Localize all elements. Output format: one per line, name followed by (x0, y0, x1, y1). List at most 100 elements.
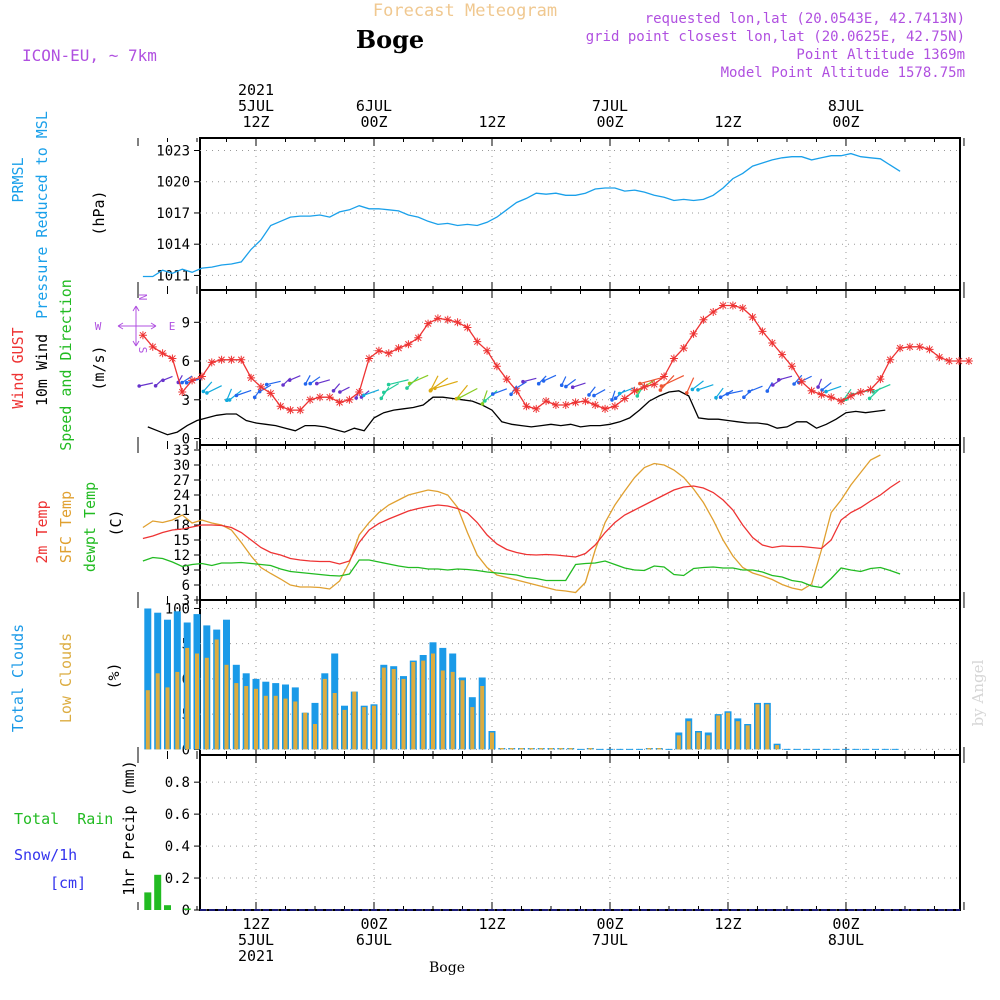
gust-marker (512, 386, 521, 395)
wind-arrow-head (696, 388, 700, 392)
gust-marker (365, 354, 374, 363)
low-cloud-bar (254, 688, 258, 750)
rain-label: Total Rain (14, 810, 113, 828)
wind-arrow (593, 389, 606, 397)
gust-marker (660, 372, 669, 381)
wind-arrow-head (205, 391, 209, 395)
wind-frame (199, 289, 961, 446)
low-cloud-bar (214, 639, 219, 750)
wind-speed-line (147, 390, 886, 436)
wind-arrow-head (725, 392, 730, 396)
wind-arrow (572, 382, 586, 388)
temp-tick-label: 15 (173, 533, 190, 549)
low-cloud-bar (165, 687, 170, 750)
time-label: 12Z (714, 113, 741, 131)
precip-tick-label: 0.6 (165, 807, 190, 823)
wind-arrow-head (361, 393, 366, 398)
gust-marker (601, 404, 610, 413)
clouds-tick-label: 100 (165, 601, 190, 617)
wind-arrow (434, 380, 458, 389)
gust-marker (768, 338, 777, 347)
wind-arrow-head (480, 402, 485, 406)
wind-arrow-head (617, 391, 622, 396)
wind-arrow (481, 390, 488, 405)
wind-arrow (289, 375, 301, 381)
gust-marker (630, 386, 639, 395)
low-cloud-bar (529, 748, 534, 750)
low-cloud-bar (175, 671, 180, 750)
wind-arrow (715, 387, 724, 399)
gust-marker (581, 397, 590, 406)
wind-arrow-head (570, 385, 575, 390)
gust-marker (522, 402, 531, 411)
low-cloud-bar (568, 748, 573, 750)
sfc-temp-line (142, 454, 881, 594)
gust-marker (719, 301, 728, 310)
pressure-tick-label: 1023 (156, 143, 190, 159)
cloud-bars (144, 608, 899, 750)
gust-marker (591, 400, 600, 409)
gust-marker (492, 362, 501, 371)
low-cloud-bar (676, 735, 681, 750)
pressure-frame (199, 137, 961, 291)
low-cloud-bar (696, 732, 701, 750)
compass-rose: W E N S (95, 294, 176, 354)
low-cloud-bar (588, 748, 593, 750)
gust-marker (237, 355, 246, 364)
wind-arrow-head (180, 380, 184, 385)
wind-arrow (409, 374, 429, 384)
wind-arrow (748, 385, 763, 393)
wind-arrow (825, 385, 842, 393)
precip-frame (199, 754, 961, 911)
dewpt-label: dewpt Temp (81, 482, 99, 572)
low-cloud-bar (273, 695, 278, 750)
rain-bar (154, 874, 162, 910)
wind-arrow-head (658, 388, 663, 392)
wind-arrow-head (433, 386, 437, 391)
pressure-tick-label: 1011 (156, 268, 190, 284)
time-label: 00Z (360, 113, 387, 131)
low-cloud-bar (352, 691, 357, 750)
low-cloud-bar (755, 704, 760, 750)
wind-arrow (316, 379, 330, 385)
temp-tick-label: 12 (173, 548, 190, 564)
precip-unit: 1hr Precip (mm) (120, 760, 138, 895)
wind-arrow (383, 382, 399, 393)
t2m-label: 2m Temp (33, 500, 51, 563)
time-label: 12Z (478, 113, 505, 131)
gust-marker (925, 345, 934, 354)
wind-arrow (515, 381, 527, 389)
time-label: 00Z (596, 113, 623, 131)
low-cloud-bar (539, 748, 544, 750)
model-label: ICON-EU, ~ 7km (22, 46, 157, 65)
wind-arrow (692, 380, 704, 390)
low-cloud-bar (558, 748, 563, 750)
gust-marker (866, 385, 875, 394)
wind-arrow-head (610, 398, 614, 402)
gust-marker (837, 397, 846, 406)
wind-arrow (236, 389, 252, 397)
wind-arrow-head (509, 392, 513, 397)
time-label: 12Z (242, 915, 269, 933)
wind-gust-line (142, 304, 969, 411)
gust-marker (374, 346, 383, 355)
wind-arrow-head (137, 384, 141, 388)
pressure-tick-label: 1017 (156, 206, 190, 222)
low-cloud-bar (726, 712, 730, 750)
gust-marker (797, 377, 806, 386)
time-label: 00Z (360, 915, 387, 933)
wind-arrow (872, 383, 891, 393)
gust-marker (610, 402, 619, 411)
wind-arrow-head (457, 396, 461, 401)
gust-marker (738, 304, 747, 313)
wind-arrow-head (386, 382, 391, 387)
gust-marker (709, 307, 718, 316)
wind-arrow (226, 388, 233, 401)
pressure-tick-label: 1020 (156, 175, 190, 191)
time-label: 00Z (832, 915, 859, 933)
wind-arrow-head (742, 395, 746, 400)
temp-tick-label: 3 (182, 593, 190, 609)
low-cloud-bar (155, 673, 160, 750)
gust-marker (876, 375, 885, 384)
compass-west: W (95, 320, 102, 333)
